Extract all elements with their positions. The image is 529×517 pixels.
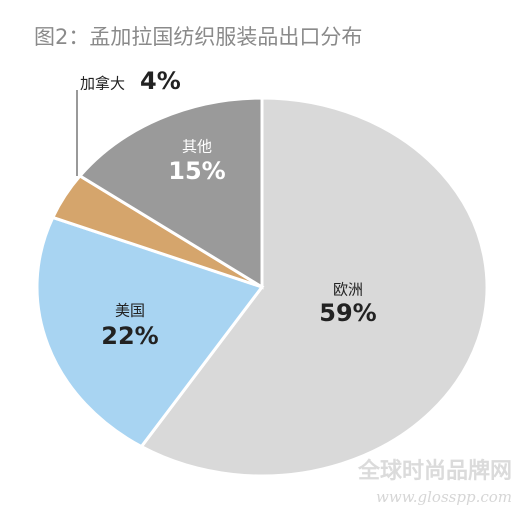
- category-label: 其他: [182, 138, 212, 156]
- watermark: 全球时尚品牌网: [357, 458, 512, 484]
- chart-title: 图2：孟加拉国纺织服装品出口分布: [34, 25, 362, 49]
- category-label: 加拿大: [80, 75, 125, 93]
- pie-slice: [139, 96, 489, 478]
- value-label: 59%: [319, 299, 376, 327]
- category-label: 欧洲: [333, 281, 363, 299]
- value-label: 15%: [168, 157, 225, 185]
- pie-slice: [77, 96, 264, 290]
- value-label: 22%: [101, 322, 158, 350]
- watermark: www.glosspp.com: [376, 488, 512, 506]
- category-label: 美国: [115, 302, 145, 320]
- pie-slice: [35, 215, 265, 449]
- value-label: 4%: [140, 67, 181, 95]
